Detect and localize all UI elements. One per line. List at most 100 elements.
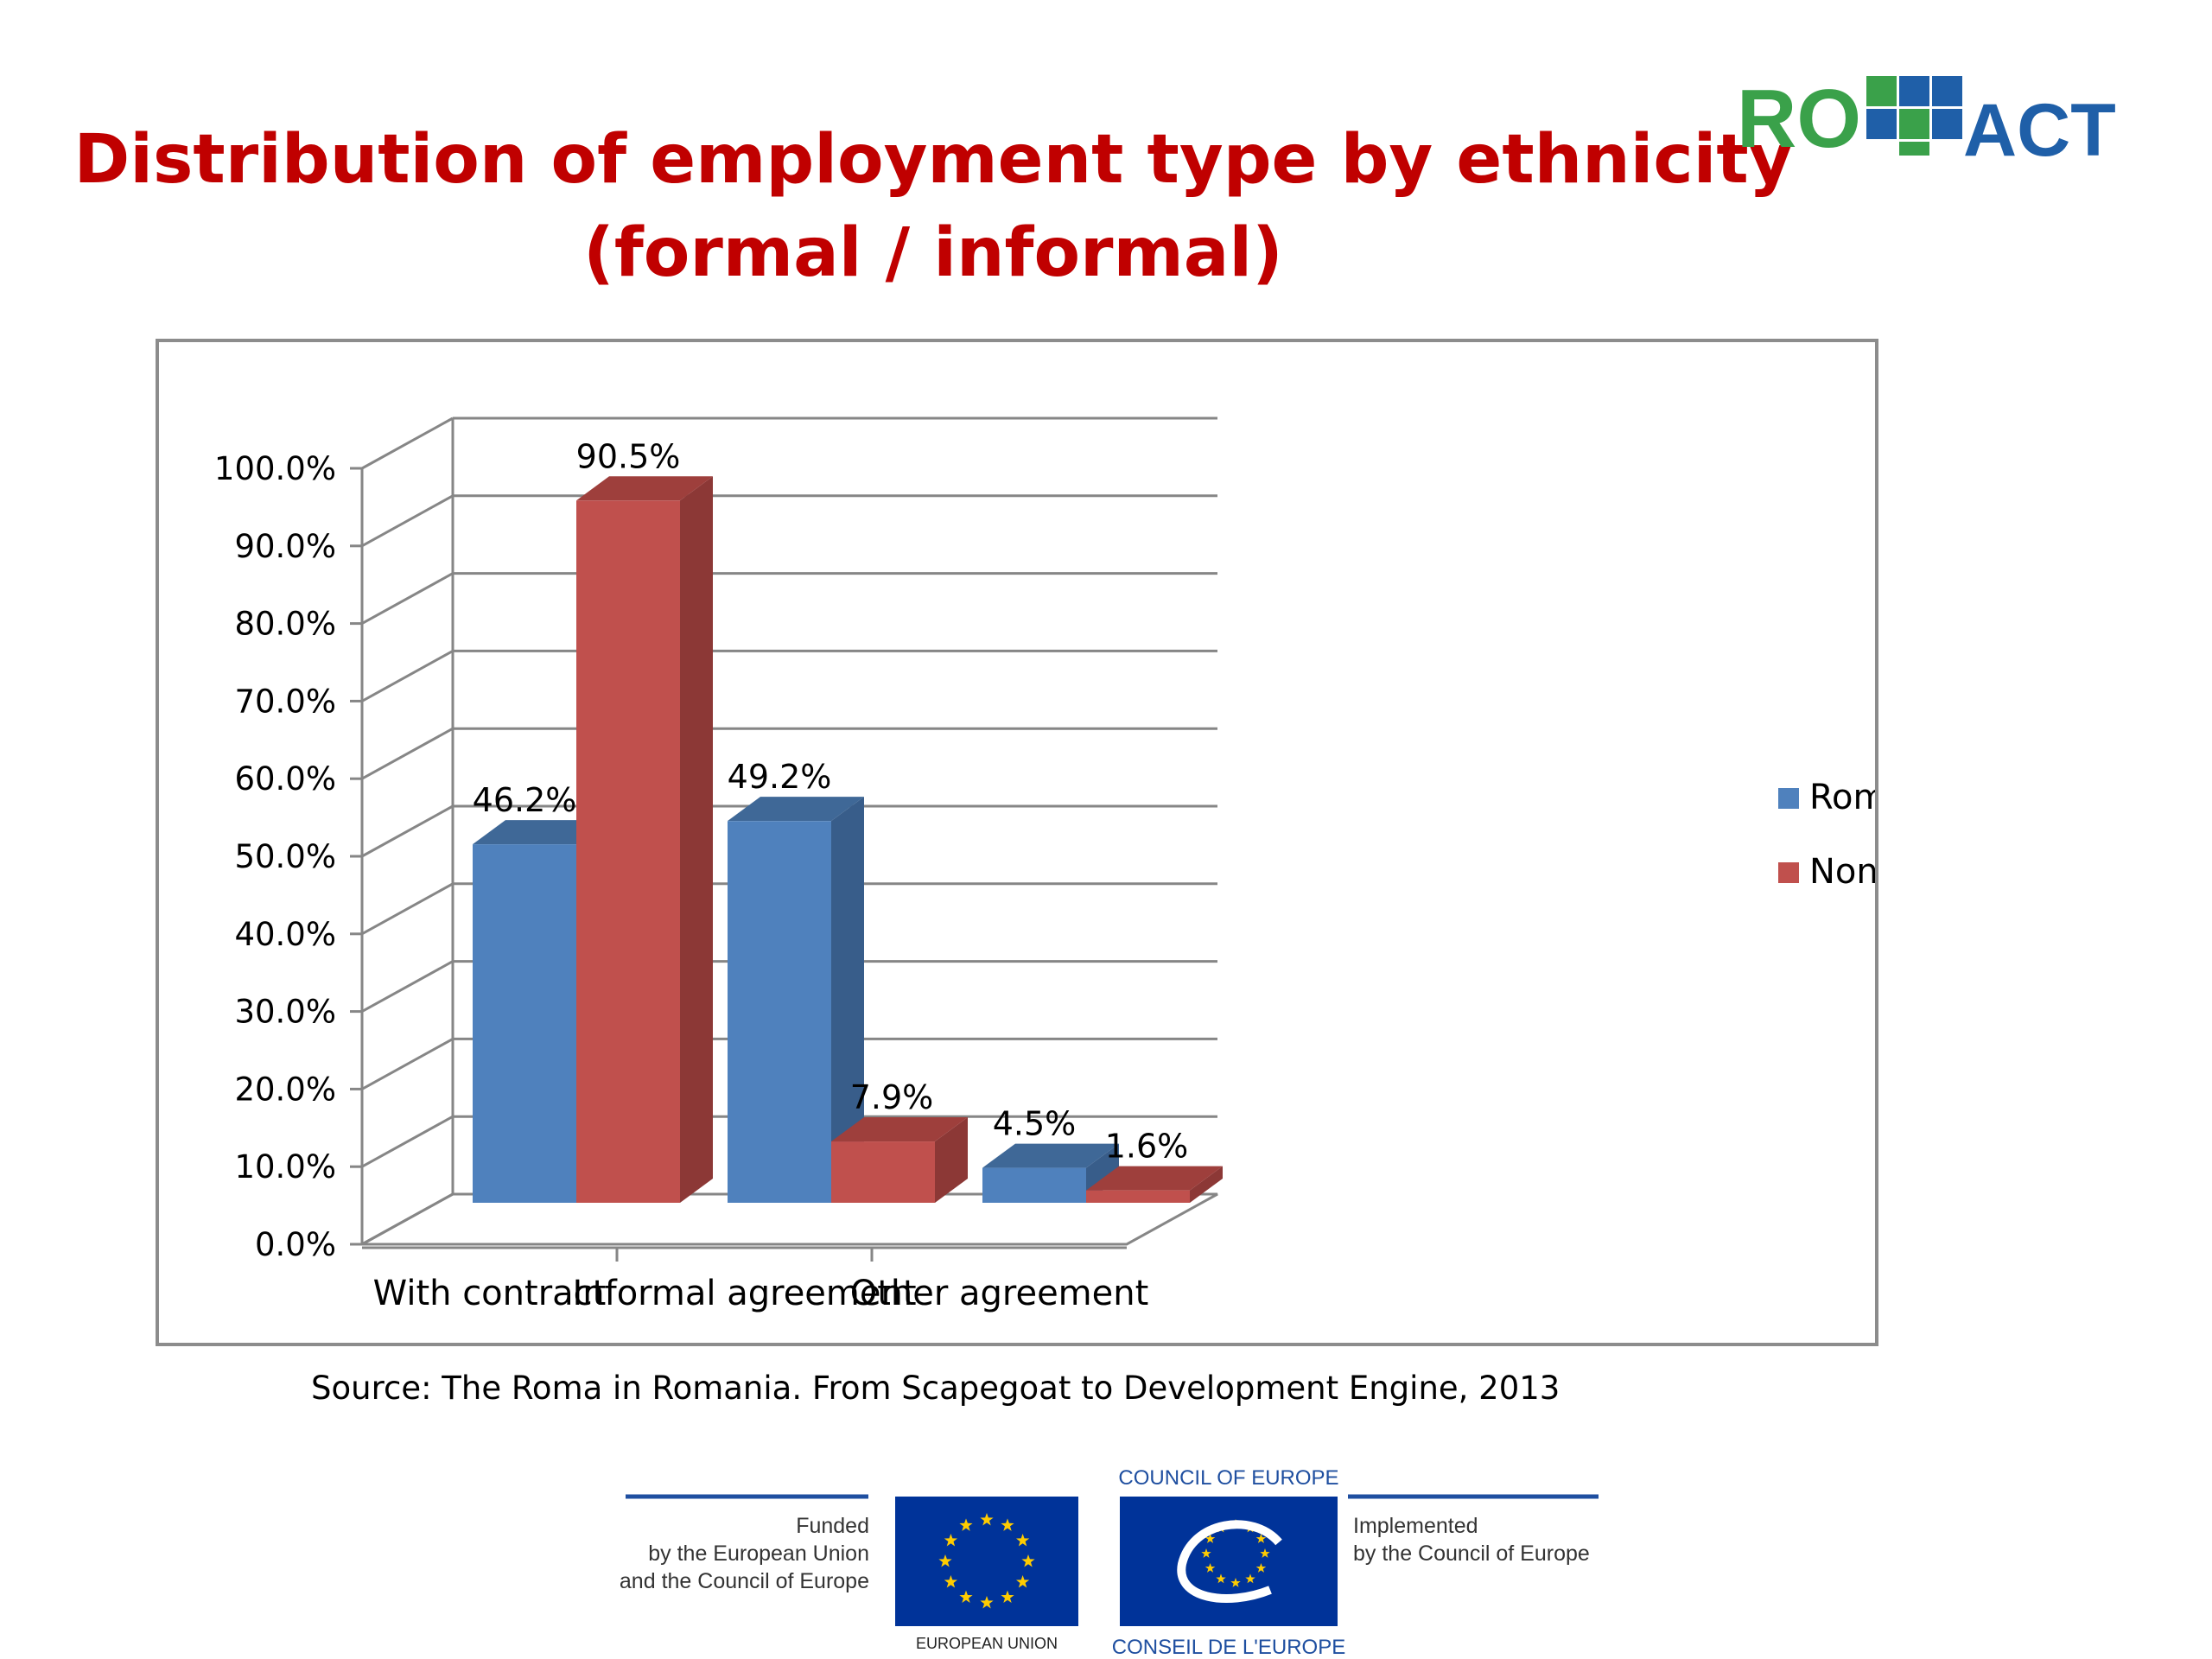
label-layer: With contract 46.2% 90.5% Informal agreemen… — [373, 437, 1189, 1313]
y-tick-label: 40.0% — [234, 916, 336, 953]
gridline-diagonal — [361, 727, 454, 780]
data-label: 7.9% — [850, 1078, 934, 1116]
star-icon — [1021, 1554, 1035, 1567]
y-tick-label: 60.0% — [234, 760, 336, 798]
eu-stars-icon — [938, 1513, 1035, 1609]
bar-layer — [473, 476, 1223, 1203]
legend: Roma Non-Roma — [1778, 778, 1875, 892]
coe-flag-icon — [1120, 1497, 1338, 1626]
bar-front — [576, 500, 680, 1203]
coe-swirl-icon — [1177, 1520, 1282, 1603]
star-icon — [1001, 1518, 1014, 1531]
romact-logo: RO ACT — [1737, 73, 2116, 172]
bar-top — [576, 476, 713, 501]
bar-top — [728, 797, 864, 822]
y-tick-label: 100.0% — [214, 450, 336, 487]
data-label: 46.2% — [473, 781, 577, 819]
logo-ro-text: RO — [1737, 73, 1861, 165]
legend-swatch — [1778, 862, 1799, 883]
y-tick-label: 70.0% — [234, 683, 336, 720]
source-note: Source: The Roma in Romania. From Scapeg… — [311, 1370, 1560, 1407]
bar-top — [473, 820, 609, 845]
bar-side — [1190, 1166, 1223, 1203]
chart-floor — [361, 1192, 1218, 1246]
x-tick-label: With contract — [373, 1274, 607, 1313]
star-icon — [1205, 1534, 1216, 1543]
eu-caption: EUROPEAN UNION — [916, 1635, 1058, 1652]
bar — [576, 476, 713, 1203]
bar — [1086, 1166, 1223, 1203]
star-icon — [944, 1534, 957, 1547]
bar — [831, 1117, 968, 1203]
funded-line1: Funded — [796, 1514, 869, 1538]
bar-front — [1086, 1190, 1190, 1203]
funded-line3: and the Council of Europe — [620, 1569, 869, 1593]
logo-act-text: ACT — [1963, 89, 2116, 172]
bar-top — [831, 1117, 968, 1142]
y-tick-label: 50.0% — [234, 838, 336, 875]
gridline-diagonal — [361, 416, 454, 470]
star-icon — [1016, 1575, 1030, 1588]
star-icon — [980, 1513, 994, 1526]
star-icon — [938, 1554, 952, 1567]
data-label: 4.5% — [993, 1105, 1077, 1143]
chart-frame: 0.0% 10.0% 20.0% 30.0% 40.0% 50.0% 60.0% 70.0% 8… — [156, 339, 1878, 1346]
bar-front — [728, 821, 831, 1203]
slide-title-line1: Distribution of employment type by ethni… — [73, 121, 1793, 199]
data-label: 90.5% — [576, 437, 681, 475]
y-tick-label: 20.0% — [234, 1071, 336, 1108]
slide-title-line2: (formal / informal) — [583, 214, 1283, 292]
gridline-diagonal — [361, 494, 454, 548]
bar-side — [831, 797, 864, 1203]
star-icon — [1230, 1578, 1241, 1587]
y-tick-label: 10.0% — [234, 1148, 336, 1185]
star-icon — [1201, 1548, 1211, 1558]
star-icon — [1260, 1548, 1270, 1558]
bar-side — [680, 476, 713, 1203]
funded-line2: by the European Union — [648, 1541, 869, 1566]
bar — [982, 1143, 1119, 1203]
coe-bottom-caption: CONSEIL DE L'EUROPE — [1112, 1636, 1345, 1659]
data-label: 49.2% — [728, 758, 832, 796]
gridline-diagonal — [361, 572, 454, 625]
y-tick-label: 80.0% — [234, 606, 336, 643]
bar-top — [982, 1143, 1119, 1168]
star-icon — [1255, 1534, 1267, 1543]
gridline-diagonal — [361, 1115, 454, 1168]
legend-label: Non-Roma — [1809, 852, 1875, 892]
y-tick-label: 30.0% — [234, 994, 336, 1031]
x-tick-label: Other agreement — [850, 1274, 1149, 1313]
legend-label: Roma — [1809, 778, 1875, 817]
star-icon — [959, 1590, 973, 1603]
logo-mark-icon — [1866, 76, 1962, 156]
bar-side — [935, 1117, 968, 1203]
y-tick-label: 0.0% — [255, 1226, 336, 1263]
legend-swatch — [1778, 788, 1799, 809]
bar-front — [831, 1141, 935, 1203]
bar-front — [473, 844, 576, 1203]
gridline-diagonal — [361, 650, 454, 702]
star-icon — [944, 1575, 957, 1588]
star-icon — [1001, 1590, 1014, 1603]
bar — [728, 797, 864, 1203]
star-icon — [1216, 1573, 1226, 1584]
data-label: 1.6% — [1105, 1128, 1189, 1166]
axis-layer: 0.0% 10.0% 20.0% 30.0% 40.0% 50.0% 60.0% 70.0% 8… — [214, 450, 1127, 1263]
coe-top-caption: COUNCIL OF EUROPE — [1118, 1466, 1338, 1490]
gridline-diagonal — [361, 960, 454, 1013]
star-icon — [1245, 1573, 1255, 1584]
y-tick-label: 90.0% — [234, 528, 336, 565]
star-icon — [980, 1596, 994, 1609]
bar-front — [982, 1167, 1086, 1203]
star-icon — [1016, 1534, 1030, 1547]
impl-line2: by the Council of Europe — [1353, 1541, 1590, 1566]
footer-logos: Funded by the European Union and the Cou… — [620, 1466, 1599, 1659]
star-icon — [1255, 1563, 1267, 1573]
floor-layer — [361, 1192, 1218, 1246]
gridline-diagonal — [361, 804, 454, 858]
bar-chart: 0.0% 10.0% 20.0% 30.0% 40.0% 50.0% 60.0% 70.0% 8… — [214, 416, 1875, 1313]
bar-top — [1086, 1166, 1223, 1191]
gridline-diagonal — [361, 1038, 454, 1090]
star-icon — [1205, 1563, 1216, 1573]
impl-line1: Implemented — [1353, 1514, 1478, 1538]
